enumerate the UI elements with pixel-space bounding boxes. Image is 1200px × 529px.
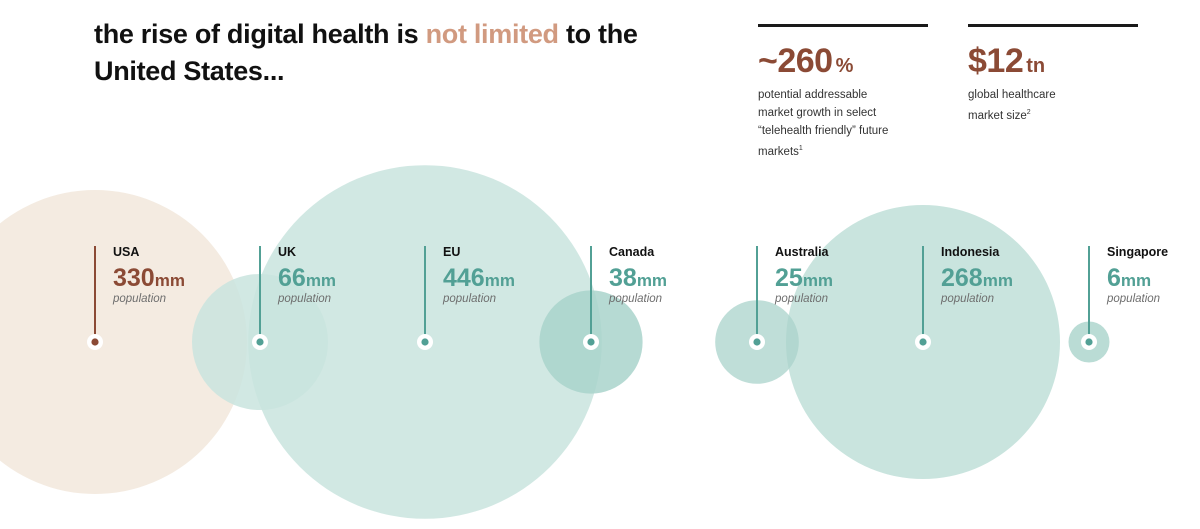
footnote-marker: 1 [798, 145, 803, 152]
labels: USA330mmpopulationUK66mmpopulationEU446m… [112, 245, 1168, 305]
population-caption-singapore: population [1106, 293, 1160, 305]
stat-growth-line: “telehealth friendly” future [758, 125, 889, 137]
population-caption-uk: population [277, 293, 331, 305]
country-label-singapore: Singapore [1107, 245, 1168, 259]
page-title: the rise of digital health is not limite… [94, 16, 654, 90]
population-unit-usa: mm [155, 271, 185, 290]
stat-growth-number: ~260 [758, 42, 833, 80]
stat-market-unit: tn [1026, 55, 1046, 77]
footnote-marker: 2 [1026, 109, 1031, 116]
stat-market-number: $12 [968, 42, 1024, 80]
country-label-canada: Canada [609, 245, 655, 259]
bubble-usa [0, 190, 247, 494]
marker-dot-usa [91, 338, 99, 346]
country-label-australia: Australia [775, 245, 830, 259]
headline-part1: the rise of digital health is [94, 19, 426, 49]
country-label-indonesia: Indonesia [941, 245, 1000, 259]
population-caption-indonesia: population [940, 293, 994, 305]
marker-dot-australia [753, 338, 761, 346]
stat-growth-line: market growth in select [758, 107, 877, 119]
markers [87, 246, 1097, 350]
population-value-singapore: 6mm [1107, 264, 1151, 292]
country-label-usa: USA [113, 245, 139, 259]
population-unit-australia: mm [803, 271, 833, 290]
population-caption-canada: population [608, 293, 662, 305]
marker-dot-singapore [1085, 338, 1093, 346]
stat-growth-unit: % [835, 55, 854, 77]
stat-growth-rule [758, 24, 928, 27]
bubbles [0, 165, 1110, 519]
marker-dot-uk [256, 338, 264, 346]
population-unit-singapore: mm [1121, 271, 1151, 290]
headline-highlight: not limited [425, 19, 560, 49]
population-caption-eu: population [442, 293, 496, 305]
marker-dot-canada [587, 338, 595, 346]
population-unit-uk: mm [306, 271, 336, 290]
population-unit-eu: mm [485, 271, 515, 290]
stat-market-value: $12 tn [968, 42, 1045, 81]
population-value-canada: 38mm [609, 264, 667, 292]
population-caption-australia: population [774, 293, 828, 305]
population-unit-canada: mm [637, 271, 667, 290]
stat-growth-line: markets [758, 145, 799, 158]
country-label-uk: UK [278, 245, 296, 259]
stat-market-line: market size [968, 109, 1027, 122]
population-unit-indonesia: mm [983, 271, 1013, 290]
country-label-eu: EU [443, 245, 460, 259]
stat-market-description: global healthcare market size2 [968, 86, 1138, 125]
stat-market-rule [968, 24, 1138, 27]
marker-dot-eu [421, 338, 429, 346]
stat-growth-description: potential addressable market growth in se… [758, 86, 933, 161]
population-caption-usa: population [112, 293, 166, 305]
stat-market-line: global healthcare [968, 89, 1056, 101]
stat-growth-value: ~260% [758, 42, 853, 81]
headline-part2: to the United States... [94, 19, 638, 86]
marker-dot-indonesia [919, 338, 927, 346]
stat-growth-line: potential addressable [758, 89, 868, 101]
